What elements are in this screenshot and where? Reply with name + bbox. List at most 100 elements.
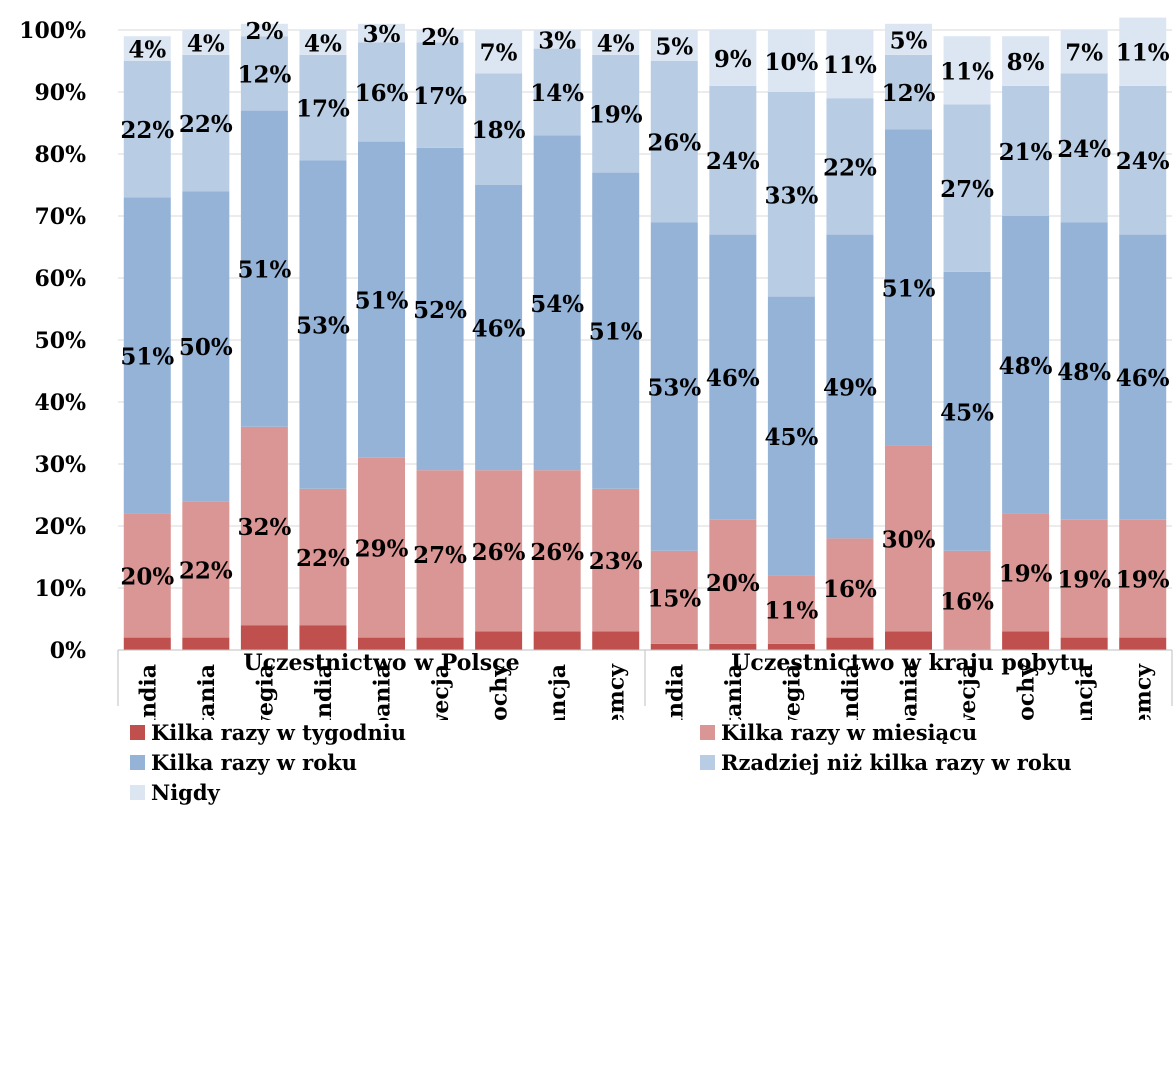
bar-segment	[533, 470, 581, 632]
bar-segment	[650, 550, 698, 644]
data-label: 7%	[1065, 40, 1103, 67]
bar-segment	[240, 625, 288, 650]
bar-segment	[943, 271, 991, 551]
data-label: 3%	[538, 27, 576, 54]
legend-label-never: Nigdy	[151, 780, 220, 805]
category-label: Włochy	[487, 663, 513, 720]
bar-segment	[1060, 222, 1108, 520]
bar-segment	[299, 54, 347, 161]
data-label: 18%	[472, 117, 526, 144]
bar-segment	[182, 191, 230, 502]
bar-segment	[240, 23, 288, 37]
data-label: 51%	[882, 275, 936, 302]
data-label: 24%	[1116, 148, 1170, 175]
bar-segment	[709, 643, 757, 650]
legend-label-yearly: Kilka razy w roku	[151, 750, 358, 775]
bar-segment	[1119, 85, 1167, 235]
legend-swatch-weekly	[130, 725, 145, 740]
data-label: 54%	[530, 291, 584, 318]
bar-segment	[592, 172, 640, 489]
bar-segment	[123, 513, 171, 638]
category-label: Szwecja	[955, 664, 981, 720]
data-label: 52%	[413, 297, 467, 324]
category-label: Niemcy	[604, 663, 630, 720]
data-label: 22%	[179, 557, 233, 584]
data-label: 51%	[120, 344, 174, 371]
y-tick-label: 60%	[34, 266, 86, 292]
data-label: 12%	[882, 80, 936, 107]
data-label: 48%	[1057, 359, 1111, 386]
bar-segment	[592, 30, 640, 55]
bar-segment	[592, 488, 640, 632]
bar-segment	[709, 519, 757, 644]
bar-segment	[709, 30, 757, 86]
bar-segment	[767, 92, 815, 297]
data-label: 14%	[530, 80, 584, 107]
data-label: 19%	[1116, 567, 1170, 594]
y-tick-label: 50%	[34, 328, 86, 354]
y-tick-label: 90%	[34, 80, 86, 106]
data-label: 48%	[999, 353, 1053, 380]
data-label: 27%	[940, 176, 994, 203]
legend: Kilka razy w tygodniu Kilka razy w miesi…	[130, 720, 1170, 1070]
data-label: 23%	[589, 548, 643, 575]
bar-segment	[416, 470, 464, 638]
bar-segment	[767, 30, 815, 92]
legend-item-yearly: Kilka razy w roku	[130, 750, 357, 775]
bar-segment	[885, 54, 932, 130]
bar-segment	[826, 30, 874, 99]
data-label: 11%	[940, 58, 994, 85]
bar-segment	[650, 61, 698, 223]
data-label: 17%	[413, 83, 467, 110]
bar-segment	[885, 445, 932, 632]
legend-label-weekly: Kilka razy w tygodniu	[151, 720, 406, 745]
bar-segment	[885, 129, 932, 446]
data-label: 32%	[237, 514, 291, 541]
data-label: 4%	[304, 30, 342, 57]
data-label: 33%	[764, 182, 818, 209]
data-label: 2%	[245, 18, 283, 45]
bar-segment	[358, 23, 405, 43]
bar-segment	[182, 54, 230, 192]
bar-segment	[1002, 513, 1050, 632]
bar-segment	[299, 160, 347, 489]
legend-swatch-yearly	[130, 755, 145, 770]
data-label: 24%	[1057, 136, 1111, 163]
data-label: 49%	[823, 375, 877, 402]
y-tick-label: 20%	[34, 514, 86, 540]
bar-segment	[123, 36, 171, 61]
bar-segment	[885, 631, 932, 650]
data-label: 24%	[706, 148, 760, 175]
data-label: 53%	[296, 313, 350, 340]
bar-segment	[650, 222, 698, 551]
data-label: 51%	[355, 288, 409, 315]
bar-segment	[767, 296, 815, 576]
group-label: Uczestnictwo w Polsce	[243, 650, 519, 676]
category-label: Włochy	[1014, 663, 1040, 720]
bar-segment	[358, 457, 405, 638]
legend-swatch-rarely	[700, 755, 715, 770]
data-label: 15%	[647, 585, 701, 612]
data-label: 22%	[179, 111, 233, 138]
data-label: 29%	[355, 536, 409, 563]
data-label: 46%	[706, 365, 760, 392]
data-label: 53%	[647, 375, 701, 402]
legend-label-monthly: Kilka razy w miesiącu	[721, 720, 978, 745]
bar-segment	[358, 637, 405, 650]
bar-segment	[358, 141, 405, 458]
y-tick-label: 100%	[19, 18, 86, 44]
data-label: 45%	[940, 399, 994, 426]
category-label: Holandia	[311, 664, 337, 720]
legend-label-rarely: Rzadziej niż kilka razy w roku	[721, 750, 1072, 775]
data-label: 7%	[480, 40, 518, 67]
data-label: 16%	[355, 80, 409, 107]
data-label: 10%	[764, 49, 818, 76]
group-label: Uczestnictwo w kraju pobytu	[731, 650, 1085, 676]
bar-segment	[1002, 631, 1050, 650]
bar-segment	[416, 147, 464, 471]
category-label: Hiszpania	[897, 664, 923, 720]
category-label: Irlandia	[135, 664, 161, 720]
data-label: 22%	[120, 117, 174, 144]
bar-segment	[299, 625, 347, 650]
bar-segment	[240, 36, 288, 111]
